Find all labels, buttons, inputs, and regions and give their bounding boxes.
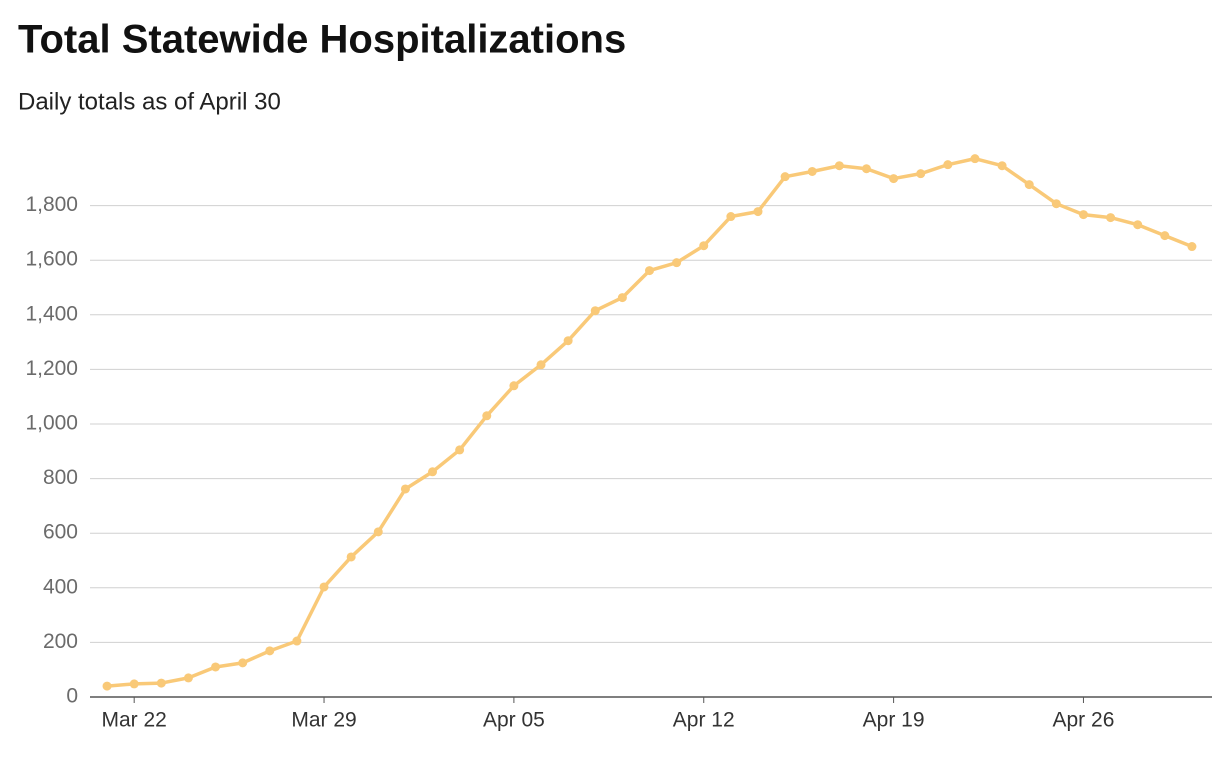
point xyxy=(428,467,438,477)
point xyxy=(590,306,600,316)
point xyxy=(1106,213,1116,223)
point xyxy=(265,646,275,656)
y-tick-label: 1,800 xyxy=(25,193,78,216)
point xyxy=(346,552,356,562)
point xyxy=(455,445,465,455)
point xyxy=(807,166,817,176)
point xyxy=(672,258,682,268)
point xyxy=(373,527,383,537)
x-tick-label: Apr 26 xyxy=(1053,709,1115,732)
point xyxy=(699,241,709,251)
point xyxy=(1187,242,1197,252)
y-tick-label: 1,200 xyxy=(25,357,78,380)
point xyxy=(1133,220,1143,230)
x-tick-label: Apr 19 xyxy=(863,709,925,732)
point xyxy=(645,266,654,276)
chart-title: Total Statewide Hospitalizations xyxy=(18,18,626,62)
y-tick-label: 800 xyxy=(43,466,78,489)
point xyxy=(1160,231,1170,241)
point xyxy=(970,154,980,164)
x-tick-label: Mar 29 xyxy=(291,709,356,732)
point xyxy=(129,679,139,689)
point xyxy=(726,212,736,222)
point xyxy=(102,681,112,691)
point xyxy=(889,174,899,184)
point xyxy=(1051,199,1061,209)
point xyxy=(780,172,790,182)
point xyxy=(238,658,248,668)
y-tick-label: 200 xyxy=(43,630,78,653)
point xyxy=(211,662,221,672)
x-tick-label: Mar 22 xyxy=(102,709,167,732)
x-tick-label: Apr 05 xyxy=(483,709,545,732)
line xyxy=(106,156,1193,688)
point xyxy=(861,164,871,174)
point xyxy=(482,411,492,421)
point xyxy=(292,636,302,646)
point xyxy=(156,678,166,688)
y-tick-label: 1,400 xyxy=(25,302,78,325)
point xyxy=(943,160,953,170)
point xyxy=(834,161,844,171)
point xyxy=(617,293,627,303)
point xyxy=(536,360,546,370)
point xyxy=(753,207,763,217)
y-tick-label: 1,600 xyxy=(25,248,78,271)
chart-subtitle: Daily totals as of April 30 xyxy=(18,88,281,115)
point xyxy=(1024,180,1034,190)
point xyxy=(563,336,573,346)
point xyxy=(997,161,1007,171)
y-tick-label: 400 xyxy=(43,575,78,598)
y-tick-label: 600 xyxy=(43,521,78,544)
point xyxy=(319,582,329,592)
point xyxy=(916,169,926,179)
point xyxy=(509,381,519,391)
point xyxy=(400,484,410,494)
y-tick-label: 1,000 xyxy=(25,412,78,435)
point xyxy=(1078,210,1088,220)
x-tick-label: Apr 12 xyxy=(673,709,735,732)
y-tick-label: 0 xyxy=(66,685,78,708)
point xyxy=(183,673,193,683)
